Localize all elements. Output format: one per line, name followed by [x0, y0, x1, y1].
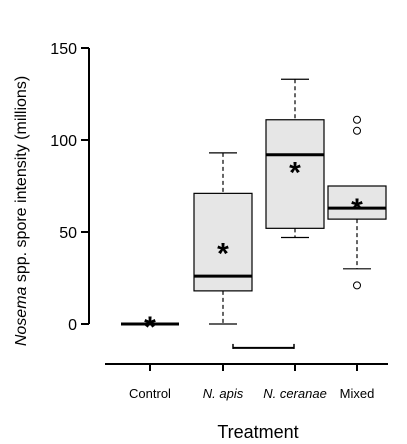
box-rect — [327, 185, 387, 220]
mean-marker: * — [217, 237, 229, 270]
outlier-point — [353, 126, 361, 135]
mean-marker: * — [144, 311, 156, 344]
y-axis-label-rest: spp. spore intensity (millions) — [13, 76, 30, 287]
mean-marker: * — [351, 193, 363, 226]
x-axis-ticks: Control N. apis N. ceranae Mixed — [129, 364, 374, 401]
box-series: * * * * — [121, 78, 387, 344]
box-2: * — [193, 152, 253, 325]
y-tick-label: 100 — [50, 133, 77, 150]
x-tick-label: Control — [129, 386, 171, 401]
box-4: * — [327, 115, 387, 290]
y-axis-ticks: 0 50 100 150 — [50, 41, 89, 334]
x-tick-label: N. ceranae — [263, 386, 327, 401]
x-axis-label: Treatment — [217, 422, 298, 442]
y-axis-label: Nosema spp. spore intensity (millions) — [13, 76, 30, 346]
outlier-point — [353, 281, 361, 290]
box-rect — [193, 192, 253, 292]
significance-bar-group — [232, 343, 295, 349]
outlier-point — [353, 115, 361, 124]
y-tick-label: 0 — [68, 317, 77, 334]
box-3: * — [265, 78, 325, 239]
y-tick-label: 150 — [50, 41, 77, 58]
x-tick-label: Mixed — [340, 386, 375, 401]
y-tick-label: 50 — [59, 225, 77, 242]
box-rect — [265, 119, 325, 229]
y-axis-label-italic: Nosema — [13, 286, 30, 346]
box-1: * — [121, 311, 179, 344]
mean-marker: * — [289, 156, 301, 189]
x-tick-label: N. apis — [203, 386, 244, 401]
